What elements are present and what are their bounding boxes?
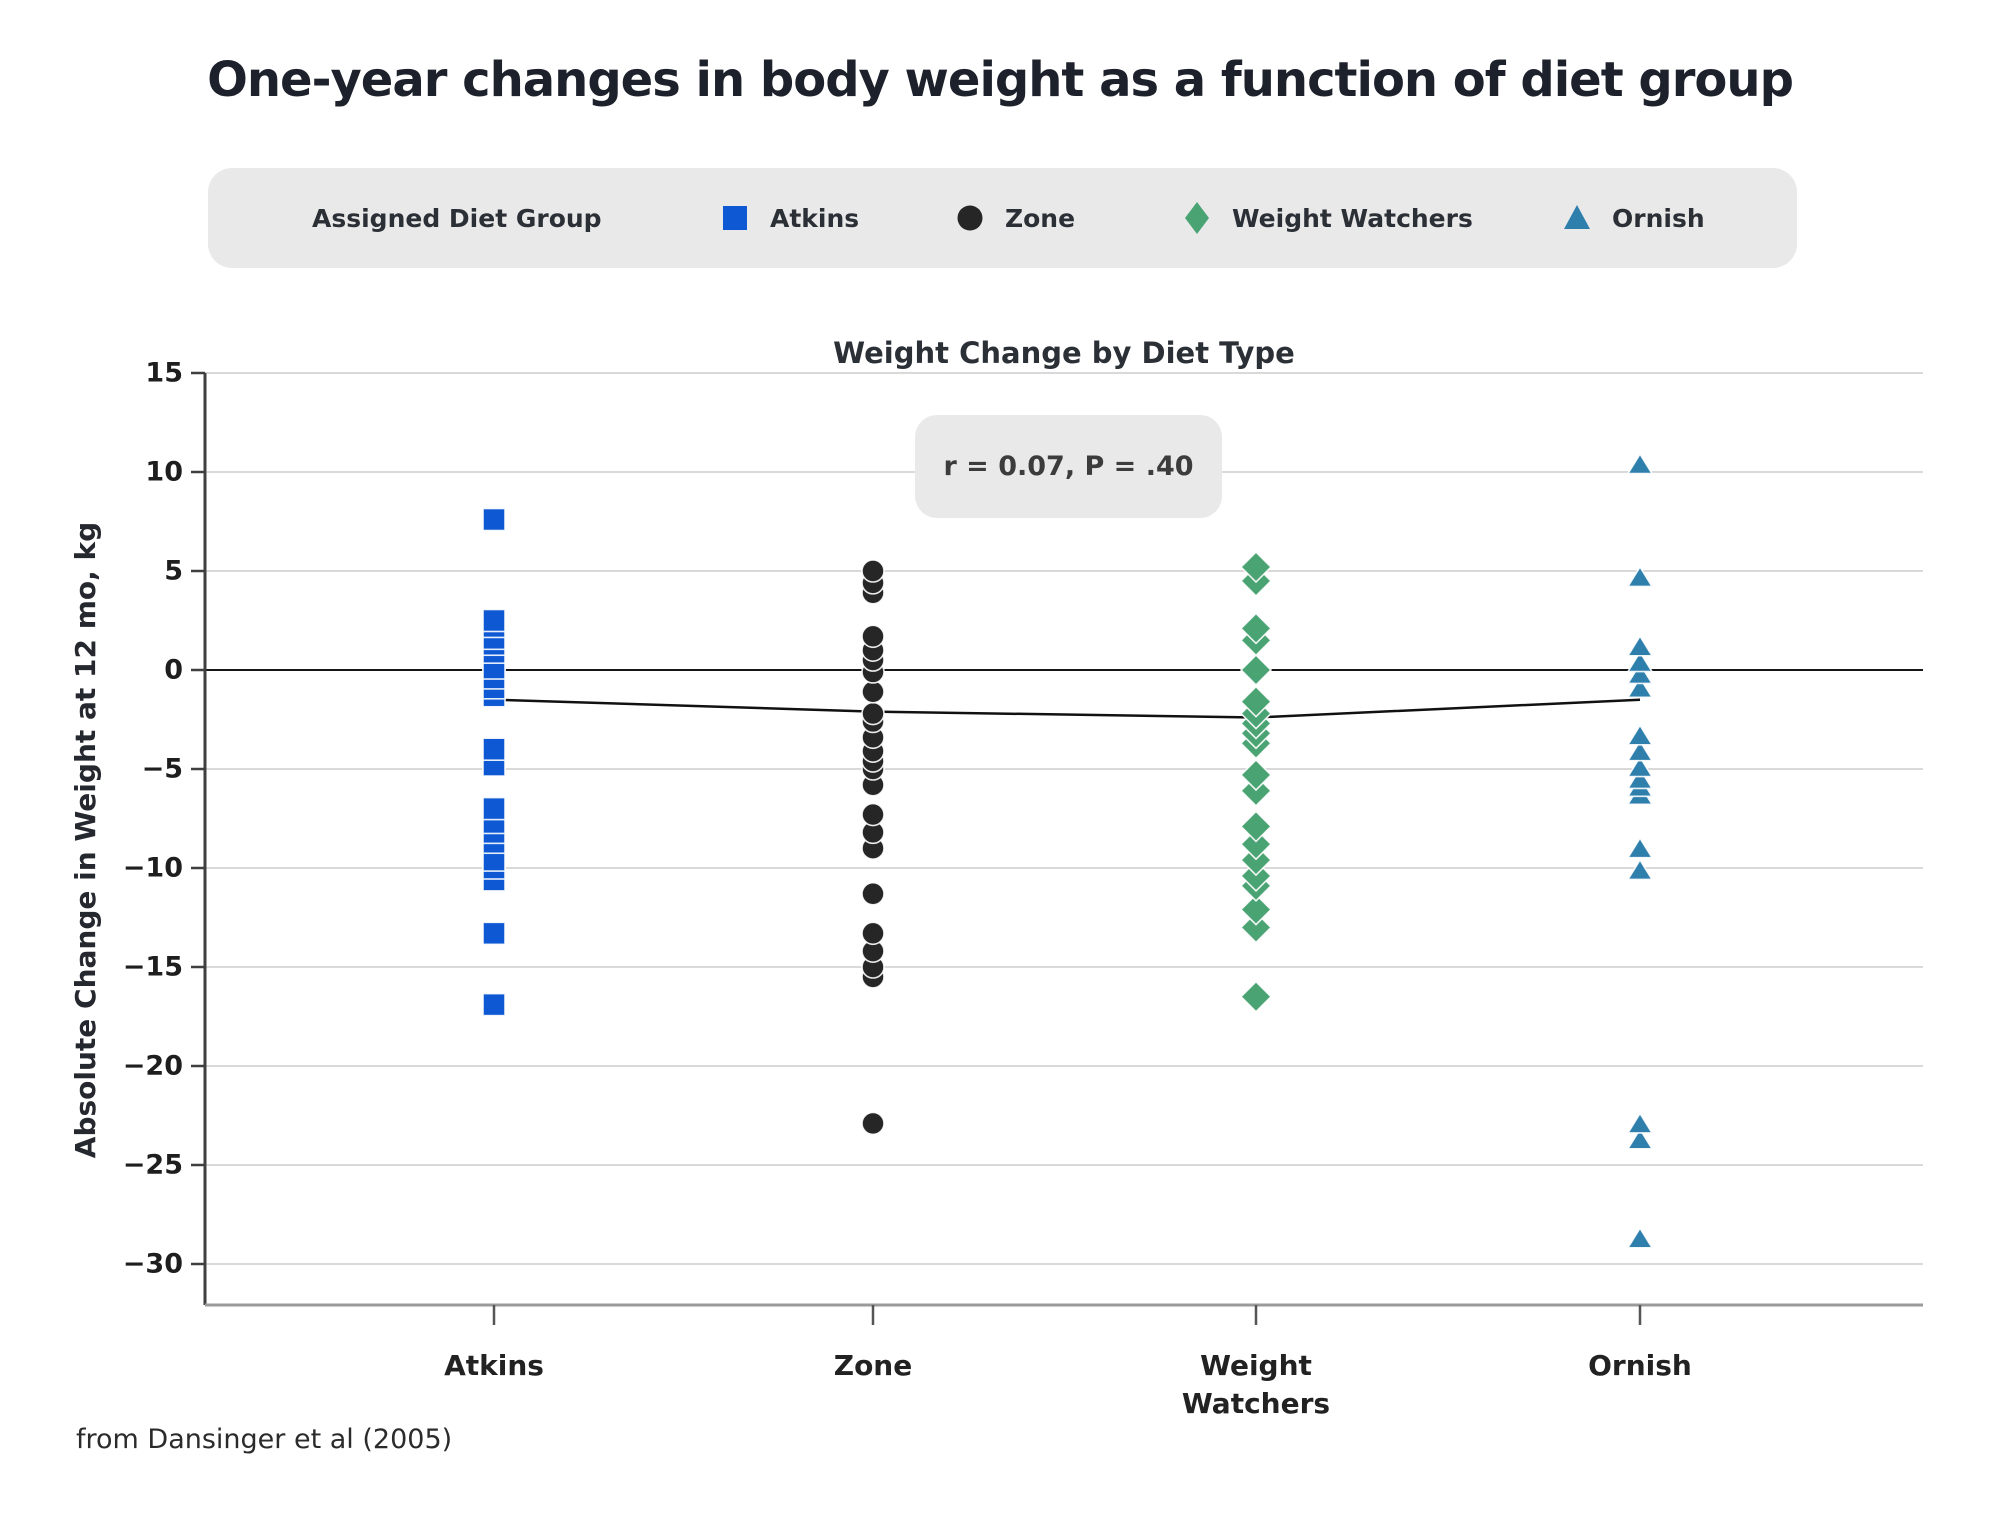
data-point-atkins xyxy=(482,921,506,946)
circle-icon xyxy=(957,205,983,231)
data-point-weight-watchers xyxy=(1239,653,1273,687)
data-point-ornish xyxy=(1626,634,1654,657)
y-tick-label: −30 xyxy=(123,1249,183,1280)
y-tick-label: 15 xyxy=(145,358,183,389)
x-tick-label: Zone xyxy=(834,1349,912,1382)
data-point-ornish xyxy=(1626,1111,1654,1134)
y-tick-label: −25 xyxy=(123,1150,183,1181)
data-point-atkins xyxy=(482,737,506,762)
data-point-atkins xyxy=(482,507,506,532)
data-point-ornish xyxy=(1626,662,1654,685)
legend-item-zone: Zone xyxy=(953,168,1075,268)
x-tick-label: Ornish xyxy=(1588,1349,1692,1382)
source-note: from Dansinger et al (2005) xyxy=(76,1424,453,1455)
data-point-ornish xyxy=(1626,452,1654,475)
square-icon xyxy=(723,206,747,230)
legend-item-label: Weight Watchers xyxy=(1232,203,1473,233)
y-tick-label: −5 xyxy=(142,754,183,785)
data-point-zone xyxy=(861,624,885,649)
y-tick-label: −15 xyxy=(123,952,183,983)
y-tick-label: −10 xyxy=(123,853,183,884)
data-point-ornish xyxy=(1626,1127,1654,1150)
correlation-annotation-text: r = 0.07, P = .40 xyxy=(943,451,1194,482)
data-point-weight-watchers xyxy=(1239,911,1273,944)
data-point-ornish xyxy=(1626,836,1654,859)
legend-item-weight-watchers: Weight Watchers xyxy=(1180,168,1473,268)
legend-item-atkins: Atkins xyxy=(718,168,859,268)
diamond-icon xyxy=(1185,202,1209,234)
data-point-weight-watchers xyxy=(1239,893,1273,926)
legend-item-label: Ornish xyxy=(1612,203,1705,233)
data-point-ornish xyxy=(1626,676,1654,699)
data-point-ornish xyxy=(1626,755,1654,778)
y-tick-label: 0 xyxy=(164,655,183,686)
y-tick-label: −20 xyxy=(123,1051,183,1082)
data-point-weight-watchers xyxy=(1239,810,1273,843)
legend: Assigned Diet Group Atkins Zone Weight W… xyxy=(208,168,1797,268)
triangle-icon xyxy=(1564,205,1590,229)
y-tick-label: 10 xyxy=(145,457,183,488)
legend-item-label: Zone xyxy=(1005,203,1076,233)
data-point-zone xyxy=(861,802,885,827)
data-point-zone xyxy=(861,679,885,704)
data-point-weight-watchers xyxy=(1239,612,1273,645)
data-point-ornish xyxy=(1626,739,1654,762)
data-point-atkins xyxy=(482,992,506,1017)
legend-item-label: Atkins xyxy=(770,203,860,233)
trend-line xyxy=(493,698,1641,719)
data-point-ornish xyxy=(1626,1226,1654,1249)
data-point-ornish xyxy=(1626,767,1654,790)
data-point-ornish xyxy=(1626,650,1654,673)
correlation-annotation: r = 0.07, P = .40 xyxy=(915,415,1222,518)
data-point-atkins xyxy=(482,608,506,633)
data-point-ornish xyxy=(1626,858,1654,881)
chart-title: Weight Change by Diet Type xyxy=(833,336,1295,370)
data-point-ornish xyxy=(1626,565,1654,588)
data-point-zone xyxy=(861,1111,885,1136)
data-point-zone xyxy=(861,559,885,583)
data-point-weight-watchers xyxy=(1239,980,1273,1013)
page-title: One-year changes in body weight as a fun… xyxy=(207,52,1794,108)
data-point-atkins xyxy=(482,796,506,821)
y-axis-title: Absolute Change in Weight at 12 mo, kg xyxy=(69,522,102,1158)
data-point-weight-watchers xyxy=(1239,828,1273,861)
x-tick-label: Weight Watchers xyxy=(1182,1349,1330,1420)
x-tick-label: Atkins xyxy=(444,1349,544,1382)
data-point-ornish xyxy=(1626,723,1654,746)
legend-title: Assigned Diet Group xyxy=(312,203,602,233)
data-point-weight-watchers xyxy=(1239,550,1273,584)
y-tick-label: 5 xyxy=(164,556,183,587)
data-point-zone xyxy=(861,921,885,946)
legend-item-ornish: Ornish xyxy=(1560,168,1705,268)
data-point-zone xyxy=(861,701,885,726)
data-point-weight-watchers xyxy=(1239,758,1273,792)
data-point-weight-watchers xyxy=(1239,685,1273,718)
data-point-zone xyxy=(861,881,885,906)
